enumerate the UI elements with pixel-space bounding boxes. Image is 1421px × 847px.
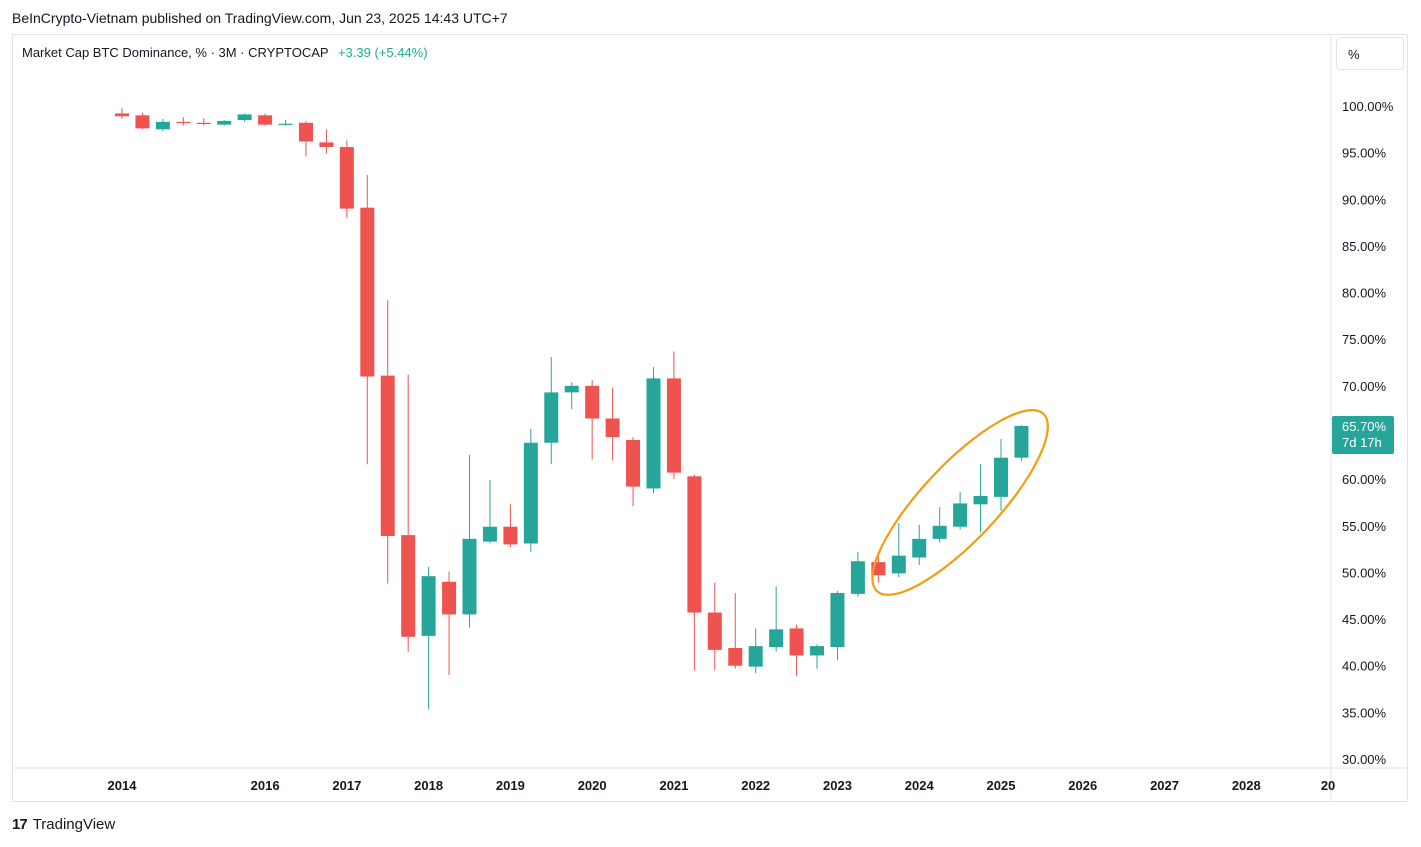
tradingview-logo-icon: 17 <box>12 816 28 833</box>
candle-up <box>237 114 252 120</box>
x-tick-label: 2024 <box>905 778 935 793</box>
candle-up <box>891 555 906 574</box>
chart-frame <box>12 34 1408 802</box>
candle-up <box>994 457 1008 497</box>
candle-down <box>339 147 354 209</box>
candle-down <box>176 121 191 124</box>
candle-up <box>953 503 968 527</box>
candle-down <box>298 122 313 142</box>
candle-up <box>912 538 927 558</box>
candle-up <box>544 392 559 443</box>
candle-down <box>707 612 722 650</box>
bar-countdown: 7d 17h <box>1342 435 1382 450</box>
x-tick-label: 2014 <box>108 778 138 793</box>
highlight-ellipse <box>871 408 1049 596</box>
candle-down <box>401 535 416 637</box>
y-tick-label: 35.00% <box>1342 705 1387 720</box>
candle-down <box>503 526 518 545</box>
candle-up <box>217 120 232 125</box>
candle-up <box>769 629 784 648</box>
y-tick-label: 80.00% <box>1342 286 1387 301</box>
candle-up <box>564 385 579 393</box>
candle-up <box>155 121 170 130</box>
candle-down <box>360 207 375 377</box>
x-tick-label: 20 <box>1321 778 1335 793</box>
y-tick-label: 40.00% <box>1342 659 1387 674</box>
candle-up <box>462 538 477 615</box>
candle-down <box>442 581 457 615</box>
candle-down <box>196 122 211 124</box>
candle-down <box>605 418 620 438</box>
y-tick-label: 45.00% <box>1342 612 1387 627</box>
y-tick-label: 85.00% <box>1342 239 1387 254</box>
brand-name: TradingView <box>32 816 116 833</box>
candle-down <box>319 142 334 148</box>
candle-down <box>258 115 273 125</box>
candle-up <box>1014 425 1029 458</box>
x-tick-label: 2020 <box>578 778 607 793</box>
x-tick-label: 2017 <box>332 778 361 793</box>
candle-down <box>728 647 743 666</box>
x-tick-label: 2028 <box>1232 778 1261 793</box>
candle-up <box>810 646 825 656</box>
candle-down <box>666 378 681 473</box>
candle-up <box>850 561 865 594</box>
price-change: +3.39 (+5.44%) <box>337 45 428 60</box>
y-tick-label: 75.00% <box>1342 332 1387 347</box>
current-price-tag: 65.70% 7d 17h <box>1332 416 1394 454</box>
candle-down <box>115 113 129 117</box>
x-tick-label: 2021 <box>659 778 688 793</box>
candle-down <box>789 628 804 656</box>
y-tick-label: 70.00% <box>1342 379 1387 394</box>
candle-down <box>585 385 600 419</box>
symbol-title[interactable]: Market Cap BTC Dominance, % · 3M · CRYPT… <box>22 45 329 60</box>
y-tick-label: 30.00% <box>1342 752 1387 767</box>
x-tick-label: 2019 <box>496 778 525 793</box>
current-price-value: 65.70% <box>1342 419 1387 434</box>
y-tick-label: 95.00% <box>1342 146 1387 161</box>
x-tick-label: 2018 <box>414 778 443 793</box>
unit-selector[interactable]: % <box>1336 37 1404 70</box>
y-tick-label: 50.00% <box>1342 565 1387 580</box>
candle-up <box>748 646 763 667</box>
x-tick-label: 2023 <box>823 778 852 793</box>
candle-down <box>687 476 702 613</box>
candle-up <box>278 123 293 125</box>
x-tick-label: 2025 <box>987 778 1016 793</box>
candle-up <box>830 592 845 648</box>
y-tick-label: 90.00% <box>1342 192 1387 207</box>
candle-up <box>932 525 947 539</box>
y-tick-label: 60.00% <box>1342 472 1387 487</box>
x-tick-label: 2016 <box>251 778 280 793</box>
x-tick-label: 2022 <box>741 778 770 793</box>
chart-header: Market Cap BTC Dominance, % · 3M · CRYPT… <box>22 45 428 60</box>
published-line: BeInCrypto-Vietnam published on TradingV… <box>12 10 508 26</box>
y-tick-label: 100.00% <box>1342 99 1394 114</box>
candle-up <box>421 576 436 636</box>
candle-down <box>380 375 395 537</box>
candle-down <box>626 439 641 487</box>
candle-down <box>135 115 150 129</box>
y-tick-label: 55.00% <box>1342 519 1387 534</box>
x-tick-label: 2026 <box>1068 778 1097 793</box>
footer-branding[interactable]: 17 TradingView <box>12 816 115 833</box>
candle-up <box>523 442 538 544</box>
candle-up <box>646 378 661 489</box>
x-tick-label: 2027 <box>1150 778 1179 793</box>
candle-up <box>482 526 497 542</box>
candle-up <box>973 495 988 505</box>
